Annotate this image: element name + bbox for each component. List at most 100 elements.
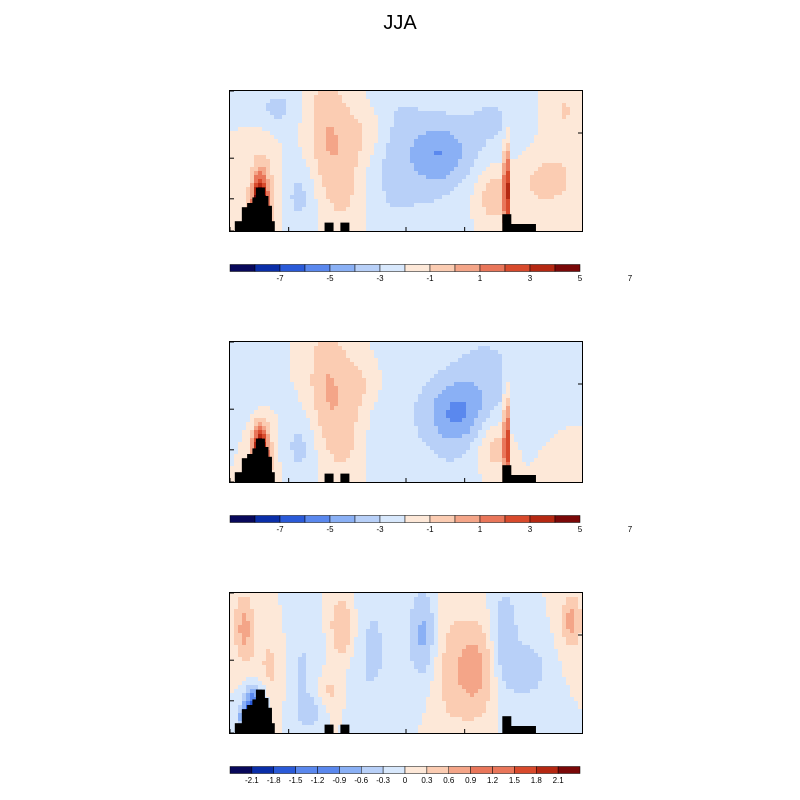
- heatmap-cell: [282, 155, 286, 159]
- heatmap-cell: [490, 191, 494, 195]
- heatmap-cell: [522, 203, 526, 207]
- heatmap-cell: [390, 143, 394, 147]
- heatmap-cell: [526, 354, 530, 358]
- heatmap-cell: [542, 191, 546, 195]
- heatmap-cell: [450, 187, 454, 191]
- heatmap-cell: [254, 123, 258, 127]
- heatmap-cell: [330, 95, 334, 99]
- heatmap-cell: [274, 179, 278, 183]
- heatmap-cell: [358, 107, 362, 111]
- heatmap-cell: [278, 211, 282, 215]
- heatmap-cell: [438, 207, 442, 211]
- heatmap-cell: [450, 362, 454, 366]
- heatmap-cell: [526, 131, 530, 135]
- heatmap-cell: [306, 374, 310, 378]
- heatmap-cell: [314, 414, 318, 418]
- heatmap-cell: [538, 227, 542, 231]
- heatmap-cell: [246, 418, 250, 422]
- heatmap-cell: [454, 390, 458, 394]
- heatmap-cell: [334, 139, 338, 143]
- heatmap-cell: [454, 135, 458, 139]
- heatmap-cell: [470, 151, 474, 155]
- heatmap-cell: [346, 358, 350, 362]
- heatmap-cell: [294, 374, 298, 378]
- heatmap-cell: [326, 123, 330, 127]
- heatmap-cell: [442, 382, 446, 386]
- heatmap-cell: [462, 95, 466, 99]
- heatmap-cell: [434, 203, 438, 207]
- heatmap-cell: [474, 111, 478, 115]
- heatmap-cell: [254, 171, 258, 175]
- heatmap-cell: [530, 191, 534, 195]
- heatmap-cell: [410, 167, 414, 171]
- heatmap-cell: [422, 350, 426, 354]
- heatmap-cell: [554, 103, 558, 107]
- heatmap-cell: [334, 386, 338, 390]
- heatmap-cell: [306, 370, 310, 374]
- heatmap-cell: [574, 406, 578, 410]
- heatmap-cell: [238, 103, 242, 107]
- heatmap-cell: [278, 422, 282, 426]
- heatmap-cell: [322, 91, 326, 95]
- heatmap-cell: [402, 227, 406, 231]
- heatmap-cell: [394, 394, 398, 398]
- heatmap-cell: [354, 199, 358, 203]
- heatmap-cell: [554, 171, 558, 175]
- heatmap-cell: [290, 151, 294, 155]
- heatmap-cell: [326, 406, 330, 410]
- heatmap-cell: [322, 147, 326, 151]
- heatmap-cell: [286, 378, 290, 382]
- heatmap-cell: [414, 382, 418, 386]
- heatmap-cell: [314, 195, 318, 199]
- heatmap-cell: [466, 422, 470, 426]
- heatmap-cell: [306, 362, 310, 366]
- heatmap-cell: [558, 219, 562, 223]
- heatmap-cell: [578, 183, 582, 187]
- heatmap-cell: [366, 155, 370, 159]
- heatmap-cell: [546, 370, 550, 374]
- heatmap-cell: [418, 350, 422, 354]
- heatmap-cell: [394, 346, 398, 350]
- heatmap-cell: [330, 219, 334, 223]
- heatmap-cell: [450, 95, 454, 99]
- heatmap-cell: [246, 374, 250, 378]
- heatmap-cell: [470, 382, 474, 386]
- heatmap-cell: [230, 370, 234, 374]
- heatmap-cell: [314, 362, 318, 366]
- heatmap-cell: [578, 362, 582, 366]
- heatmap-cell: [302, 406, 306, 410]
- heatmap-cell: [418, 227, 422, 231]
- heatmap-cell: [406, 414, 410, 418]
- heatmap-cell: [442, 362, 446, 366]
- heatmap-cell: [474, 390, 478, 394]
- heatmap-cell: [442, 119, 446, 123]
- heatmap-cell: [370, 382, 374, 386]
- heatmap-cell: [258, 418, 262, 422]
- heatmap-cell: [430, 211, 434, 215]
- heatmap-cell: [386, 107, 390, 111]
- heatmap-cell: [422, 414, 426, 418]
- heatmap-cell: [538, 163, 542, 167]
- heatmap-cell: [574, 107, 578, 111]
- heatmap-cell: [414, 107, 418, 111]
- heatmap-cell: [450, 191, 454, 195]
- heatmap-cell: [346, 199, 350, 203]
- heatmap-cell: [362, 398, 366, 402]
- heatmap-cell: [454, 123, 458, 127]
- heatmap-cell: [490, 207, 494, 211]
- heatmap-cell: [294, 398, 298, 402]
- heatmap-cell: [306, 394, 310, 398]
- heatmap-cell: [482, 131, 486, 135]
- heatmap-cell: [494, 227, 498, 231]
- heatmap-cell: [550, 342, 554, 346]
- heatmap-cell: [570, 187, 574, 191]
- heatmap-cell: [526, 386, 530, 390]
- heatmap-cell: [314, 394, 318, 398]
- heatmap-cell: [470, 99, 474, 103]
- heatmap-cell: [526, 147, 530, 151]
- heatmap-cell: [446, 127, 450, 131]
- heatmap-cell: [526, 183, 530, 187]
- heatmap-cell: [422, 378, 426, 382]
- heatmap-cell: [250, 346, 254, 350]
- heatmap-cell: [266, 119, 270, 123]
